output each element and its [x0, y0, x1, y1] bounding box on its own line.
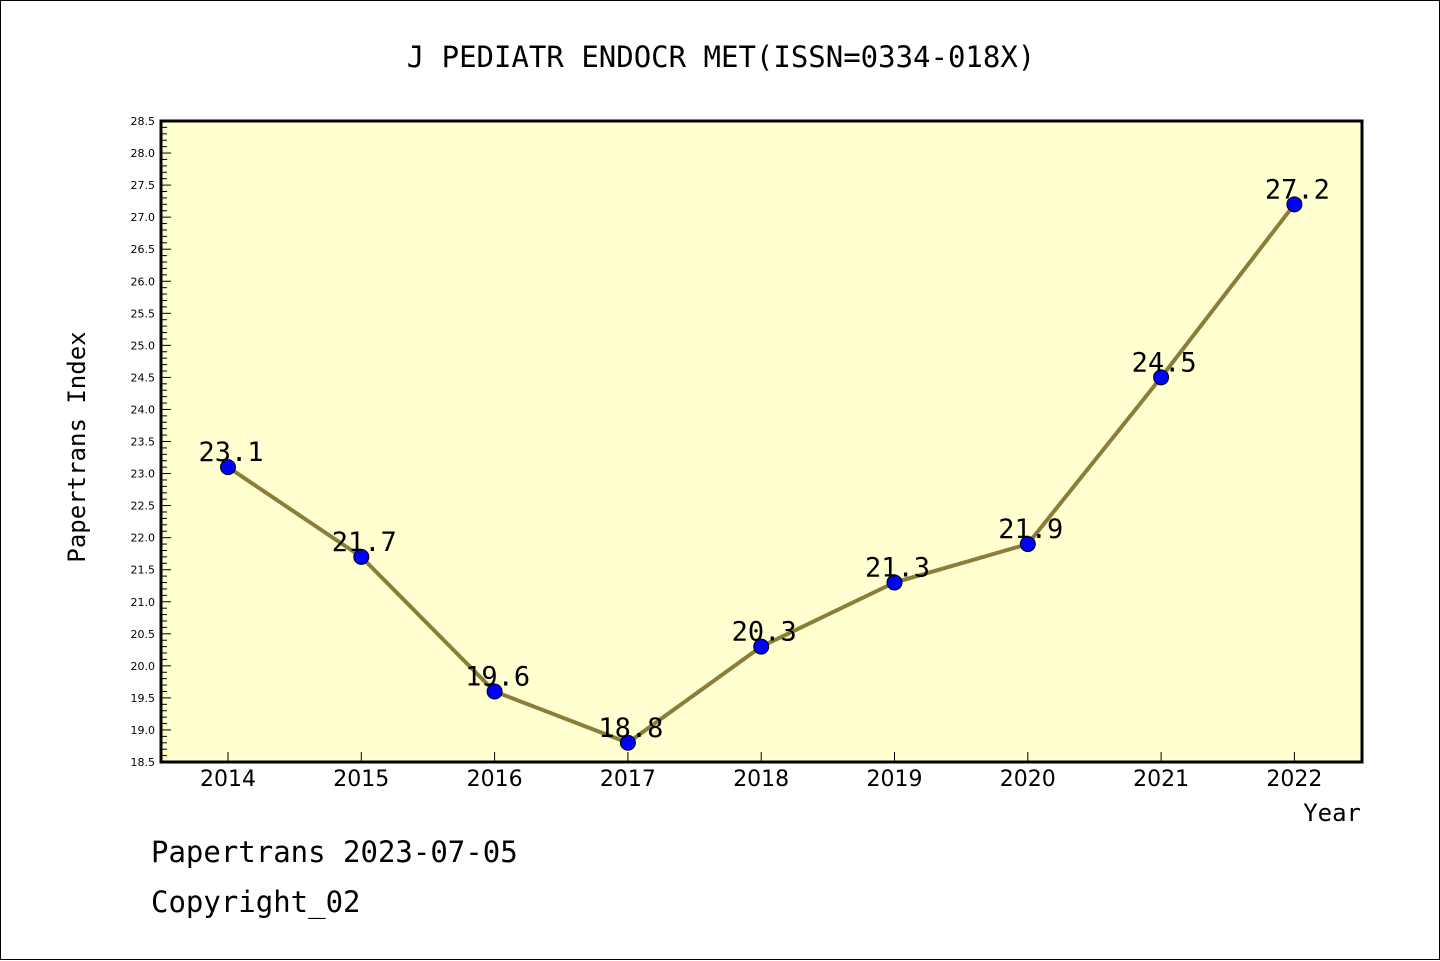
y-tick-label: 24.0: [131, 403, 156, 416]
y-tick-label: 28.5: [131, 115, 156, 128]
x-tick-label: 2020: [1000, 767, 1056, 792]
series-points: [220, 196, 1303, 751]
data-point: [619, 734, 636, 751]
y-tick-label: 25.0: [131, 339, 156, 352]
source-text: Papertrans 2023-07-05: [151, 835, 518, 869]
y-tick-label: 27.5: [131, 179, 156, 192]
data-point: [1019, 536, 1036, 553]
y-tick-label: 26.5: [131, 243, 156, 256]
data-point: [220, 459, 236, 476]
y-tick-label: 23.0: [131, 468, 156, 481]
y-tick-label: 26.0: [131, 275, 156, 288]
data-point: [1286, 196, 1303, 213]
data-label: 19.6: [465, 661, 530, 692]
x-tick-label: 2015: [333, 767, 389, 792]
data-point: [1153, 369, 1170, 386]
plot-area: [159, 119, 1364, 764]
y-tick-label: 21.5: [131, 564, 156, 577]
y-tick-label: 19.5: [131, 692, 156, 705]
y-tick-label: 24.5: [131, 371, 156, 384]
y-tick-label: 18.5: [131, 756, 156, 769]
y-tick-label: 28.0: [131, 147, 156, 160]
data-label: 23.1: [198, 437, 263, 468]
data-point: [486, 683, 503, 700]
x-tick-label: 2017: [600, 767, 656, 792]
data-point: [886, 574, 903, 591]
x-tick-label: 2016: [467, 767, 523, 792]
y-tick-label: 20.5: [131, 628, 156, 641]
data-label: 20.3: [732, 617, 797, 648]
copyright-text: Copyright_02: [151, 885, 361, 919]
x-tick-label: 2022: [1266, 767, 1322, 792]
y-tick-label: 20.0: [131, 660, 156, 673]
chart-title: J PEDIATR ENDOCR MET(ISSN=0334-018X): [407, 40, 1036, 74]
data-label: 18.8: [598, 713, 663, 744]
y-tick-label: 22.0: [131, 532, 156, 545]
y-tick-label: 22.5: [131, 500, 156, 513]
x-tick-label: 2018: [733, 767, 789, 792]
x-tick-label: 2021: [1133, 767, 1189, 792]
data-label: 21.9: [998, 514, 1063, 545]
y-axis-label: Papertrans Index: [63, 331, 91, 562]
data-point: [353, 548, 370, 565]
y-tick-label: 23.5: [131, 436, 156, 449]
x-tick-label: 2019: [867, 767, 923, 792]
y-tick-label: 27.0: [131, 211, 156, 224]
y-tick-label: 25.5: [131, 307, 156, 320]
x-axis-label: Year: [1303, 799, 1361, 827]
x-tick-label: 2014: [200, 767, 256, 792]
data-labels: 23.1 21.7 19.6 18.8 20.3 21.3 21.9 24.5 27.2: [198, 174, 1329, 743]
data-label: 24.5: [1132, 347, 1197, 378]
y-tick-label: 21.0: [131, 596, 156, 609]
data-label: 21.3: [865, 553, 930, 584]
y-axis: 18.5 19.0 19.5 20.0 20.5 21.0 21.5 22.0 22.5 23.0…: [131, 115, 171, 769]
data-point: [753, 638, 770, 655]
data-label: 21.7: [332, 527, 397, 558]
x-axis: 2014 2015 2016 2017 2018 2019 2020 2021 2022: [200, 752, 1322, 792]
y-tick-label: 19.0: [131, 724, 156, 737]
data-label: 27.2: [1265, 174, 1330, 205]
